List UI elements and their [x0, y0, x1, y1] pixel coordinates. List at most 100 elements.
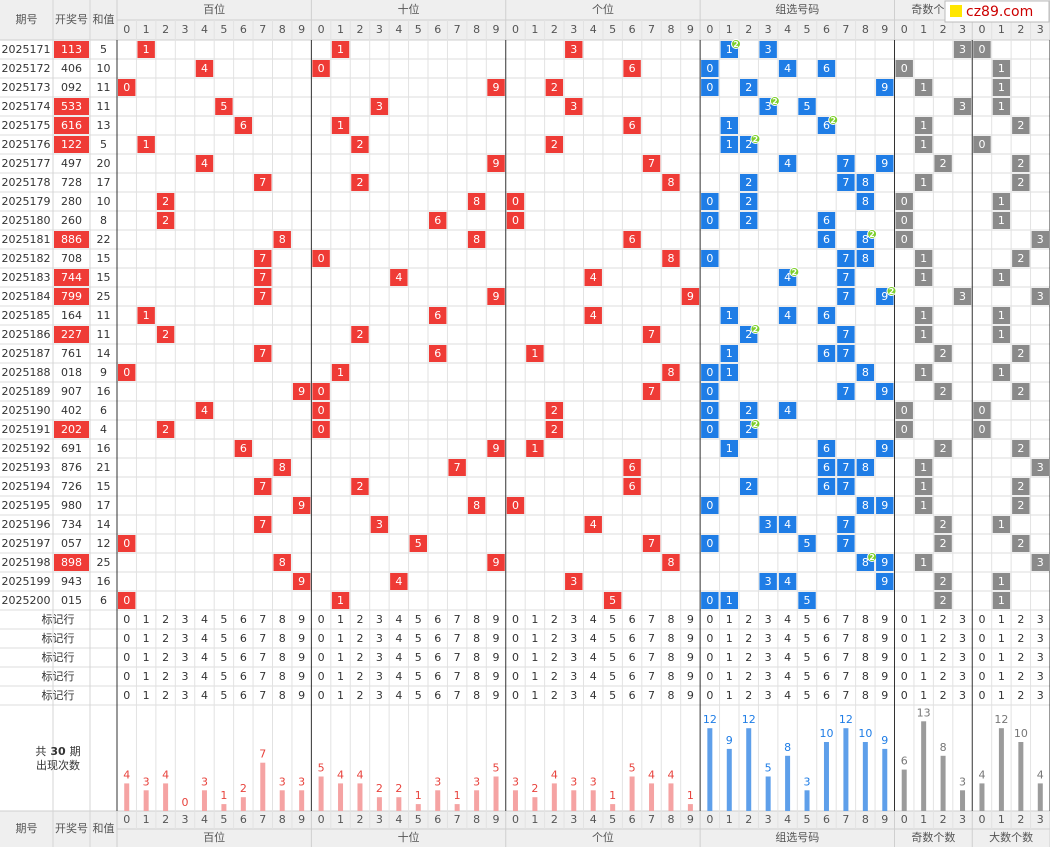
hit-cell [701, 250, 719, 267]
hit-digit: 9 [493, 442, 500, 455]
sum: 16 [97, 442, 111, 455]
digit-header: 7 [454, 23, 461, 36]
period: 2025197 [2, 537, 51, 550]
hit-cell [720, 345, 738, 362]
hit-cell [914, 136, 933, 153]
mark-digit: 6 [823, 651, 830, 664]
mark-digit: 6 [629, 613, 636, 626]
sum: 15 [97, 480, 111, 493]
mark-digit: 7 [454, 632, 461, 645]
hit-cell [390, 269, 408, 286]
hit-digit: 6 [629, 233, 636, 246]
count-label: 3 [434, 775, 441, 788]
hit-digit: 1 [337, 43, 344, 56]
mark-digit: 7 [259, 689, 266, 702]
mark-digit: 7 [454, 689, 461, 702]
logo-box [944, 0, 1050, 23]
mark-digit: 3 [765, 632, 772, 645]
hit-cell [856, 364, 875, 381]
hit-cell [351, 326, 369, 343]
hit-cell [778, 60, 797, 77]
mark-digit: 3 [959, 632, 966, 645]
mark-digit: 8 [862, 651, 869, 664]
hit-digit: 0 [901, 62, 908, 75]
period: 2025176 [2, 138, 51, 151]
period: 2025191 [2, 423, 51, 436]
repeat-count: 2 [753, 135, 759, 144]
hit-digit: 0 [706, 252, 713, 265]
hit-cell [778, 402, 797, 419]
hit-cell [837, 478, 855, 495]
hit-cell [701, 364, 719, 381]
hit-cell [331, 117, 350, 134]
hit-digit: 2 [1017, 252, 1024, 265]
draw-number: 533 [61, 100, 82, 113]
mark-digit: 6 [240, 632, 247, 645]
count-label: 4 [1037, 768, 1044, 781]
hit-cell [740, 402, 758, 419]
hit-cell [934, 573, 952, 590]
hit-cell [254, 516, 272, 533]
group-header: 百位 [203, 830, 225, 844]
mark-digit: 9 [493, 670, 500, 683]
count-label: 7 [259, 748, 266, 761]
repeat-count: 2 [772, 97, 778, 106]
hit-digit: 2 [1017, 157, 1024, 170]
mark-digit: 2 [162, 670, 169, 683]
mark-digit: 2 [162, 632, 169, 645]
hit-cell [778, 516, 797, 533]
hit-cell [914, 364, 933, 381]
digit-header: 3 [1037, 23, 1044, 36]
count-bar [240, 797, 246, 811]
draw-number: 122 [61, 138, 82, 151]
hit-digit: 7 [454, 461, 461, 474]
hit-digit: 7 [259, 176, 266, 189]
hit-cell [817, 345, 836, 362]
digit-header: 1 [998, 813, 1005, 826]
mark-digit: 3 [376, 670, 383, 683]
draw-number: 227 [61, 328, 82, 341]
hit-digit: 7 [842, 480, 849, 493]
count-bar [590, 790, 596, 811]
mark-digit: 2 [745, 651, 752, 664]
digit-header: 0 [318, 813, 325, 826]
mark-digit: 4 [395, 670, 402, 683]
hit-cell [778, 573, 797, 590]
digit-header: 6 [434, 23, 441, 36]
hit-cell [876, 155, 894, 172]
period: 2025173 [2, 81, 51, 94]
hit-digit: 2 [745, 328, 752, 341]
hit-cell [817, 478, 836, 495]
count-label: 10 [819, 727, 833, 740]
hit-digit: 1 [726, 309, 733, 322]
hit-cell [137, 307, 155, 324]
hit-digit: 7 [842, 537, 849, 550]
hit-digit: 8 [473, 195, 480, 208]
hit-digit: 3 [1037, 461, 1044, 474]
count-bar [376, 797, 382, 811]
mark-digit: 7 [454, 613, 461, 626]
mark-digit: 3 [182, 689, 189, 702]
hit-digit: 2 [356, 480, 363, 493]
hit-cell [914, 497, 933, 514]
mark-digit: 7 [259, 632, 266, 645]
hit-digit: 7 [842, 385, 849, 398]
mark-digit: 9 [493, 689, 500, 702]
mark-digit: 9 [493, 613, 500, 626]
repeat-count: 2 [733, 40, 739, 49]
hit-digit: 3 [1037, 233, 1044, 246]
hit-digit: 6 [823, 480, 830, 493]
mark-digit: 1 [143, 651, 150, 664]
group-header: 奇数个数 [911, 831, 955, 844]
mark-digit: 4 [395, 613, 402, 626]
count-bar [571, 790, 577, 811]
mark-digit: 5 [220, 689, 227, 702]
mark-digit: 3 [376, 613, 383, 626]
count-label: 3 [804, 775, 811, 788]
hit-digit: 0 [901, 214, 908, 227]
digit-header: 9 [687, 23, 694, 36]
count-bar [687, 804, 693, 811]
digit-header: 8 [473, 813, 480, 826]
hit-digit: 8 [279, 461, 286, 474]
hit-cell [254, 345, 272, 362]
